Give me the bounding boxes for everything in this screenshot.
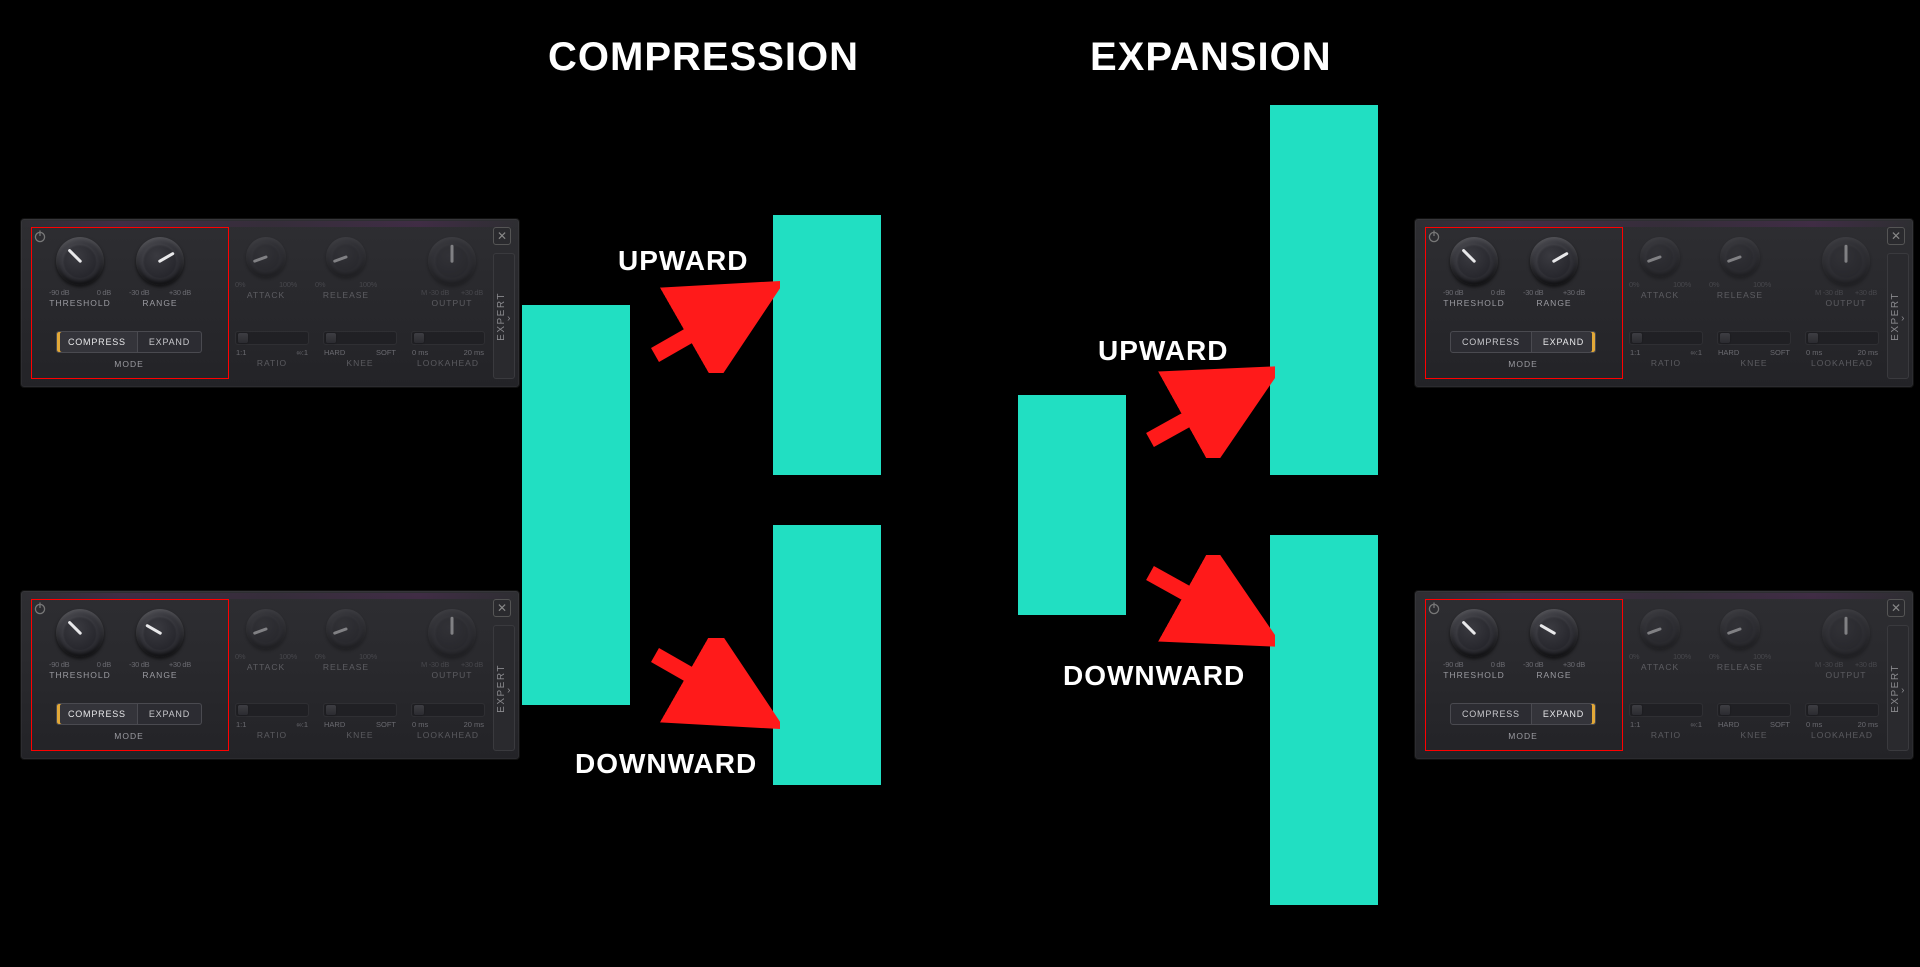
bar-exp-up — [1270, 105, 1378, 475]
slider-ratio[interactable]: 1:1∞:1RATIO — [1629, 331, 1703, 375]
bar-comp-up — [773, 215, 881, 475]
knob-range[interactable]: -30 dB+30 dBRANGE — [1519, 609, 1589, 689]
expert-toggle[interactable]: EXPERT› — [1887, 253, 1909, 379]
mode-expand-button[interactable]: EXPAND — [138, 703, 202, 725]
arrow-comp-up — [640, 273, 780, 373]
knob-output[interactable]: M -30 dB+30 dB OUTPUT — [417, 237, 487, 317]
mode-label: MODE — [114, 731, 144, 741]
panel-comp-downward: ✕ EXPERT› -90 dB0 dBTHRESHOLD -30 dB+30 … — [20, 590, 520, 760]
label-exp-downward: DOWNWARD — [1063, 660, 1245, 692]
knob-release[interactable]: 0%100%RELEASE — [311, 609, 381, 689]
mode-compress-button[interactable]: COMPRESS — [1450, 331, 1532, 353]
expert-toggle[interactable]: EXPERT› — [1887, 625, 1909, 751]
knob-range[interactable]: -30 dB+30 dBRANGE — [125, 609, 195, 689]
knob-output[interactable]: M -30 dB+30 dBOUTPUT — [1811, 237, 1881, 317]
close-icon[interactable]: ✕ — [1887, 227, 1905, 245]
knob-attack[interactable]: 0%100%ATTACK — [1625, 609, 1695, 689]
mode-label: MODE — [114, 359, 144, 369]
expert-toggle[interactable]: EXPERT› — [493, 253, 515, 379]
mode-expand-button[interactable]: EXPAND — [1532, 703, 1596, 725]
bar-exp-source — [1018, 395, 1126, 615]
knob-range[interactable]: -30 dB+30 dB RANGE — [125, 237, 195, 317]
bar-comp-source — [522, 305, 630, 705]
bar-comp-down — [773, 525, 881, 785]
close-icon[interactable]: ✕ — [1887, 599, 1905, 617]
slider-ratio[interactable]: 1:1∞:1RATIO — [235, 703, 309, 747]
panel-exp-downward: ✕ EXPERT› -90 dB0 dBTHRESHOLD -30 dB+30 … — [1414, 590, 1914, 760]
mode-compress-button[interactable]: COMPRESS — [56, 703, 138, 725]
arrow-comp-down — [640, 638, 780, 738]
knob-threshold[interactable]: -90 dB0 dB THRESHOLD — [45, 237, 115, 317]
close-icon[interactable]: ✕ — [493, 599, 511, 617]
slider-knee[interactable]: HARDSOFT KNEE — [323, 331, 397, 375]
mode-compress-button[interactable]: COMPRESS — [1450, 703, 1532, 725]
slider-lookahead[interactable]: 0 ms20 msLOOKAHEAD — [1805, 703, 1879, 747]
knob-threshold[interactable]: -90 dB0 dBTHRESHOLD — [1439, 609, 1509, 689]
knob-threshold[interactable]: -90 dB0 dBTHRESHOLD — [45, 609, 115, 689]
mode-expand-button[interactable]: EXPAND — [138, 331, 202, 353]
knob-attack[interactable]: 0%100%ATTACK — [231, 609, 301, 689]
arrow-exp-down — [1135, 555, 1275, 655]
knob-release[interactable]: 0%100%RELEASE — [1705, 609, 1775, 689]
panel-exp-upward: ✕ EXPERT› -90 dB0 dBTHRESHOLD -30 dB+30 … — [1414, 218, 1914, 388]
knob-attack[interactable]: 0%100% ATTACK — [231, 237, 301, 317]
knob-release[interactable]: 0%100%RELEASE — [1705, 237, 1775, 317]
knob-attack[interactable]: 0%100%ATTACK — [1625, 237, 1695, 317]
slider-ratio[interactable]: 1:1∞:1 RATIO — [235, 331, 309, 375]
knob-range[interactable]: -30 dB+30 dBRANGE — [1519, 237, 1589, 317]
knob-output[interactable]: M -30 dB+30 dBOUTPUT — [1811, 609, 1881, 689]
title-expansion: EXPANSION — [1090, 35, 1332, 80]
slider-lookahead[interactable]: 0 ms20 msLOOKAHEAD — [1805, 331, 1879, 375]
mode-compress-button[interactable]: COMPRESS — [56, 331, 138, 353]
knob-release[interactable]: 0%100% RELEASE — [311, 237, 381, 317]
arrow-exp-up — [1135, 358, 1275, 458]
expert-toggle[interactable]: EXPERT› — [493, 625, 515, 751]
slider-ratio[interactable]: 1:1∞:1RATIO — [1629, 703, 1703, 747]
knob-output[interactable]: M -30 dB+30 dBOUTPUT — [417, 609, 487, 689]
title-compression: COMPRESSION — [548, 35, 859, 80]
slider-knee[interactable]: HARDSOFTKNEE — [323, 703, 397, 747]
knob-threshold[interactable]: -90 dB0 dBTHRESHOLD — [1439, 237, 1509, 317]
bar-exp-down — [1270, 535, 1378, 905]
slider-knee[interactable]: HARDSOFTKNEE — [1717, 703, 1791, 747]
mode-label: MODE — [1508, 731, 1538, 741]
slider-knee[interactable]: HARDSOFTKNEE — [1717, 331, 1791, 375]
label-comp-downward: DOWNWARD — [575, 748, 757, 780]
panel-comp-upward: ✕ EXPERT› -90 dB0 dB THRESHOLD -30 dB+30… — [20, 218, 520, 388]
close-icon[interactable]: ✕ — [493, 227, 511, 245]
slider-lookahead[interactable]: 0 ms20 msLOOKAHEAD — [411, 703, 485, 747]
mode-label: MODE — [1508, 359, 1538, 369]
slider-lookahead[interactable]: 0 ms20 ms LOOKAHEAD — [411, 331, 485, 375]
mode-expand-button[interactable]: EXPAND — [1532, 331, 1596, 353]
